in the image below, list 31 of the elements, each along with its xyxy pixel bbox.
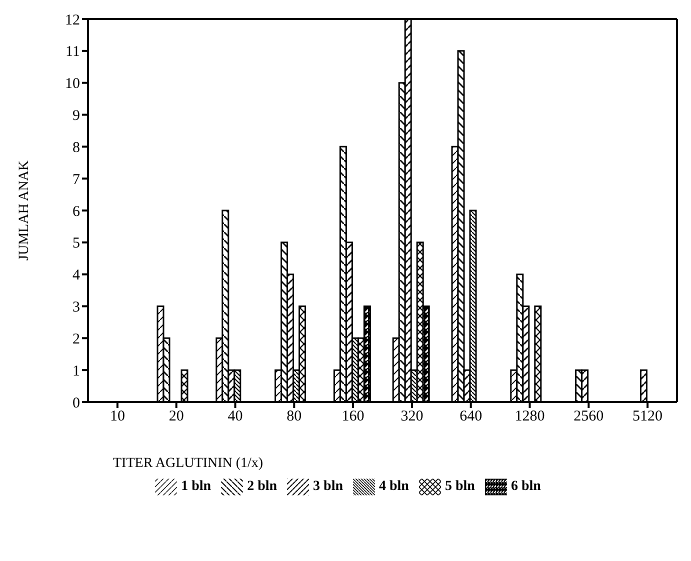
x-tick-label: 40 <box>228 408 243 425</box>
x-tick-label: 80 <box>286 408 302 425</box>
x-tick-label: 5120 <box>632 408 663 425</box>
x-tick-label: 20 <box>168 408 184 425</box>
legend-label: 5 bln <box>444 479 475 494</box>
y-tick-label: 1 <box>72 363 80 380</box>
x-tick-label: 1280 <box>514 408 545 425</box>
y-tick-label: 5 <box>72 236 80 252</box>
y-tick-label: 4 <box>72 268 80 284</box>
y-tick-label: 6 <box>72 204 80 220</box>
x-tick-label: 320 <box>400 408 424 425</box>
y-tick-label: 9 <box>72 108 80 124</box>
y-tick-label: 3 <box>72 300 80 316</box>
legend-label: 4 bln <box>379 479 409 494</box>
x-tick-label: 10 <box>110 408 125 425</box>
y-tick-label: 2 <box>72 331 80 348</box>
x-tick-label: 2560 <box>574 408 604 425</box>
legend-label: 1 bln <box>181 479 212 494</box>
y-tick-label: 8 <box>72 140 80 156</box>
x-tick-label: 160 <box>342 408 364 425</box>
y-tick-label: 0 <box>72 395 80 412</box>
legend-label: 2 bln <box>247 479 278 494</box>
y-tick-label: 11 <box>66 44 80 60</box>
y-axis-title: JUMLAH ANAK <box>16 160 32 260</box>
x-axis-title: TITER AGLUTININ (1/x) <box>113 456 264 471</box>
y-tick-label: 7 <box>72 172 80 188</box>
legend-label: 3 bln <box>313 479 343 494</box>
y-tick-label: 10 <box>65 76 80 92</box>
y-tick-label: 12 <box>65 12 80 28</box>
legend-label: 6 bln <box>510 479 541 494</box>
x-tick-label: 640 <box>460 408 482 425</box>
